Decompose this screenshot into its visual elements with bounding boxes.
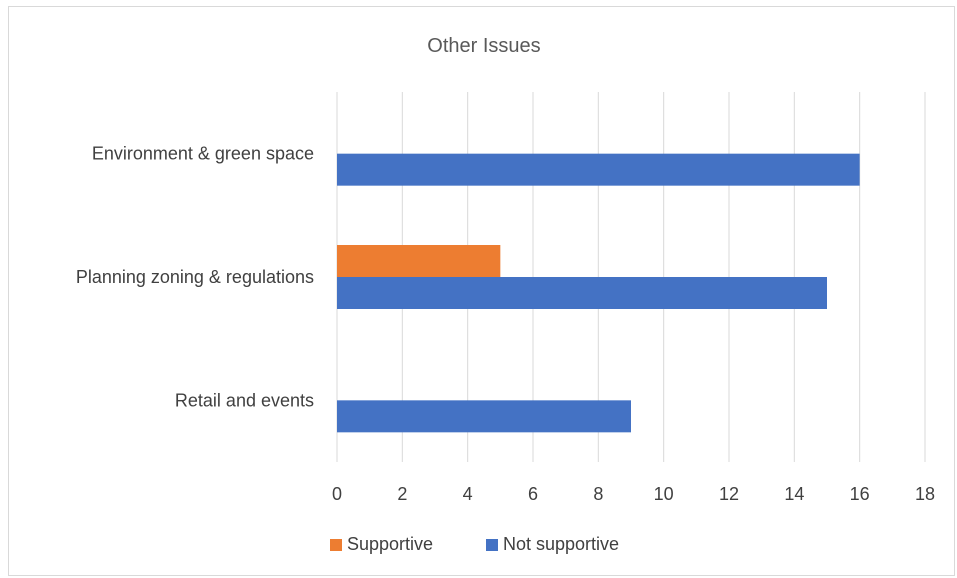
x-tick-label: 14 — [784, 484, 804, 504]
x-tick-label: 18 — [915, 484, 935, 504]
bar-not-supportive — [337, 400, 631, 433]
legend-label: Supportive — [347, 534, 433, 554]
x-axis-tick-labels: 0 2 4 6 8 10 12 14 16 18 — [332, 484, 935, 504]
legend-swatch — [330, 539, 342, 551]
category-label: Planning zoning & regulations — [76, 267, 314, 287]
legend-swatch — [486, 539, 498, 551]
x-tick-label: 4 — [463, 484, 473, 504]
x-tick-label: 12 — [719, 484, 739, 504]
chart-title: Other Issues — [427, 35, 540, 57]
x-tick-label: 10 — [654, 484, 674, 504]
category-labels: Environment & green space Planning zoning… — [76, 144, 314, 411]
x-tick-label: 0 — [332, 484, 342, 504]
bar-not-supportive — [337, 277, 827, 309]
bar-not-supportive — [337, 153, 860, 186]
legend-label: Not supportive — [503, 534, 619, 554]
category-label: Environment & green space — [92, 144, 314, 164]
bar-supportive — [337, 245, 501, 277]
x-tick-label: 8 — [593, 484, 603, 504]
x-tick-label: 16 — [850, 484, 870, 504]
category-label: Retail and events — [175, 390, 314, 410]
x-tick-label: 2 — [397, 484, 407, 504]
legend: Supportive Not supportive — [330, 534, 619, 554]
bars — [337, 153, 860, 433]
x-tick-label: 6 — [528, 484, 538, 504]
